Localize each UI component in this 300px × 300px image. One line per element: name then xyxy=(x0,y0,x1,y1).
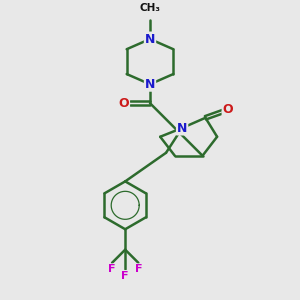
Text: O: O xyxy=(223,103,233,116)
Text: F: F xyxy=(108,264,116,274)
Text: O: O xyxy=(118,97,129,110)
Text: F: F xyxy=(122,271,129,281)
Text: N: N xyxy=(145,78,155,91)
Text: N: N xyxy=(177,122,187,134)
Text: N: N xyxy=(145,32,155,46)
Text: F: F xyxy=(135,264,142,274)
Text: CH₃: CH₃ xyxy=(140,3,160,14)
